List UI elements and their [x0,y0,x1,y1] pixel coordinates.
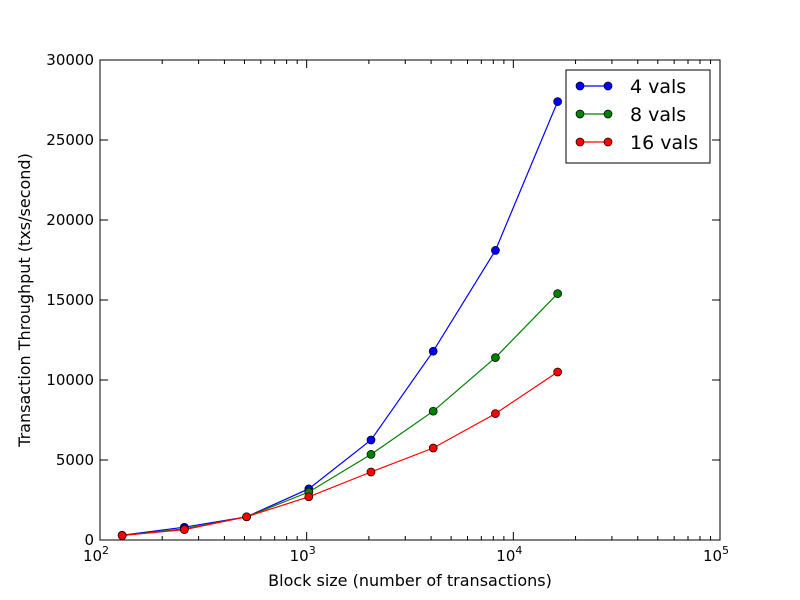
y-tick-label: 30000 [46,51,94,69]
legend-marker [575,109,585,119]
x-tick-exponent: 5 [722,544,729,557]
y-axis-title: Transaction Throughput (txs/second) [15,153,34,448]
legend-marker [575,81,585,91]
x-tick-exponent: 2 [102,544,109,557]
x-tick-base: 10 [290,547,309,565]
legend-label: 16 vals [630,132,698,154]
data-point [491,409,500,418]
legend-label: 4 vals [630,76,686,98]
data-point [180,525,189,534]
legend-marker [603,109,613,119]
x-tick-label: 102 [83,544,109,565]
data-point [553,289,562,298]
data-point [553,97,562,106]
data-point [366,467,376,477]
data-point [428,443,438,453]
series-layer [117,97,562,540]
series-line-1 [122,293,559,537]
x-tick-label: 104 [496,544,522,565]
plot-frame [99,59,721,541]
y-tick-label: 25000 [46,131,94,149]
legend-marker [603,81,613,91]
data-point [304,492,314,502]
x-tick-exponent: 3 [309,544,316,557]
legend: 4 vals 8 vals 16 vals [565,69,711,164]
legend-label: 8 vals [630,104,686,126]
x-tick-base: 10 [496,547,515,565]
data-point [491,246,500,255]
x-tick-base: 10 [83,547,102,565]
y-tick-label: 15000 [46,291,94,309]
x-axis-title: Block size (number of transactions) [268,571,552,590]
legend-marker [575,137,585,147]
series-line-0 [122,101,559,536]
x-tick-label: 105 [703,544,729,565]
data-point [242,512,251,522]
data-point [491,353,500,362]
data-point [428,406,438,416]
x-tick-label: 103 [290,544,316,565]
x-tick-exponent: 4 [515,544,522,557]
y-tick-label: 5000 [56,451,94,469]
data-point [428,346,438,356]
data-point [366,450,376,459]
data-point [366,435,376,445]
y-tick-label: 10000 [46,371,94,389]
data-point [117,531,127,540]
x-tick-base: 10 [703,547,722,565]
data-point [553,367,562,377]
series-line-2 [122,371,558,537]
legend-marker [603,137,613,147]
y-tick-label: 0 [84,531,94,549]
y-tick-label: 20000 [46,211,94,229]
